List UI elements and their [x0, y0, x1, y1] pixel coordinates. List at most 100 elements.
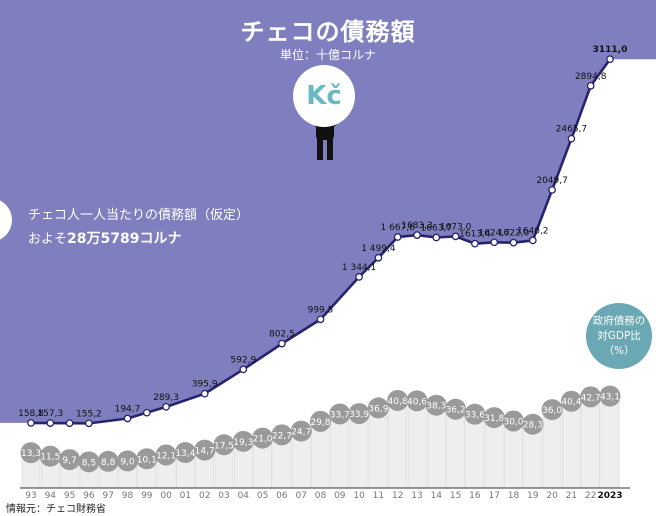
gdp-bubble: [213, 434, 235, 456]
gdp-value-label: 33,6: [465, 411, 485, 421]
gdp-bar: [330, 413, 350, 489]
gdp-bubble: [252, 427, 274, 449]
x-tick-label: 21: [566, 491, 577, 501]
debt-point: [142, 408, 151, 417]
x-tick-label: 03: [218, 491, 229, 501]
debt-value-label: 289,3: [153, 393, 179, 403]
page-title: チェコの債務額: [240, 18, 416, 46]
debt-value-label: 1624,7: [478, 228, 510, 238]
debt-point: [374, 253, 383, 262]
debt-value-label: 1622,0: [498, 229, 530, 239]
gdp-value-label: 29,8: [310, 418, 330, 428]
gdp-bar: [388, 400, 408, 489]
gdp-value-label: 10,1: [137, 455, 157, 465]
gdp-bar: [484, 417, 504, 489]
gdp-bubble: [348, 403, 370, 425]
x-tick-label: 97: [102, 491, 113, 501]
debt-value-label: 3111,0: [593, 45, 628, 55]
debt-point: [528, 236, 537, 245]
x-tick-label: 94: [45, 491, 57, 501]
debt-value-label: 2049,7: [536, 176, 568, 186]
debt-point: [586, 81, 595, 90]
gdp-value-label: 24,7: [291, 428, 311, 438]
gdp-ratio-badge: 政府債務の 対GDP比 （%）: [586, 303, 652, 369]
debt-point: [239, 365, 248, 374]
debt-point: [490, 238, 499, 247]
debt-value-label: 1613,4: [459, 230, 491, 240]
gdp-bubble: [194, 439, 216, 461]
debt-point: [85, 419, 93, 428]
per-capita-label: チェコ人一人当たりの債務額（仮定）: [28, 208, 250, 223]
gdp-bar: [542, 409, 562, 489]
gdp-bubble: [271, 424, 293, 446]
debt-value-label: 1673,0: [440, 222, 472, 232]
gdp-value-label: 33,9: [349, 410, 369, 420]
x-tick-label: 09: [334, 491, 346, 501]
per-capita-value-line: およそ28万5789コルナ: [28, 228, 181, 248]
gdp-bubble: [503, 410, 524, 432]
gdp-bubble: [174, 442, 196, 464]
gdp-badge-line1: 政府債務の: [592, 314, 646, 327]
debt-value-label: 1 667,6: [381, 223, 416, 233]
gdp-badge-line3: （%）: [603, 344, 635, 357]
gdp-bubble: [541, 399, 563, 421]
x-tick-label: 19: [527, 491, 539, 501]
gdp-value-label: 42,7: [581, 393, 601, 403]
gdp-value-label: 19,3: [233, 438, 253, 448]
gdp-bubble: [310, 410, 331, 432]
debt-value-label: 2894,8: [575, 72, 607, 82]
gdp-bar: [407, 400, 427, 489]
debt-point: [413, 231, 421, 239]
gdp-value-label: 9,7: [62, 456, 76, 466]
gdp-bubble: [445, 398, 467, 420]
debt-value-label: 592,9: [230, 355, 256, 365]
debt-point: [27, 419, 35, 427]
gdp-value-label: 40,8: [388, 397, 408, 407]
debt-area-background: [0, 0, 656, 424]
x-tick-label: 16: [469, 491, 481, 501]
per-capita-value: 28万5789コルナ: [67, 231, 182, 247]
x-tick-label: 05: [257, 491, 268, 501]
x-tick-label: 17: [488, 491, 499, 501]
gdp-badge-line2: 対GDP比: [597, 329, 641, 342]
debt-value-label: 155,2: [76, 409, 102, 419]
debt-point: [123, 414, 132, 423]
debt-point: [393, 233, 402, 241]
x-tick-label: 00: [160, 491, 172, 501]
debt-value-label: 1 499,4: [361, 244, 396, 254]
gdp-value-label: 22,7: [272, 431, 292, 441]
gdp-bubble: [367, 397, 389, 419]
gdp-bubble: [580, 386, 602, 408]
gdp-bubble: [425, 394, 447, 416]
debt-point: [451, 232, 460, 241]
gdp-bubble: [483, 407, 505, 429]
gdp-bar: [600, 395, 620, 489]
gdp-bubble: [232, 430, 254, 452]
gdp-value-label: 28,3: [523, 421, 543, 431]
debt-point: [606, 55, 614, 64]
gdp-bubble: [329, 403, 351, 425]
gdp-bubble: [78, 451, 100, 473]
gdp-bar: [581, 396, 601, 489]
gdp-value-label: 8,5: [82, 458, 96, 468]
gdp-value-label: 17,5: [214, 441, 234, 451]
debt-point: [355, 273, 363, 281]
debt-value-label: 1663,7: [421, 224, 453, 234]
x-tick-label: 01: [180, 491, 191, 501]
gdp-value-label: 38,3: [426, 402, 446, 412]
gdp-value-label: 21,0: [253, 435, 273, 445]
gdp-bubble: [20, 442, 42, 464]
gdp-bubble: [522, 413, 544, 435]
figure-right-leg: [327, 138, 333, 160]
gdp-bubble: [59, 449, 81, 471]
gdp-bar: [562, 400, 581, 489]
x-tick-label: 13: [411, 491, 422, 501]
x-tick-label: 18: [508, 491, 520, 501]
x-tick-label: 07: [295, 491, 306, 501]
gdp-bar: [446, 408, 465, 489]
debt-value-label: 157,3: [37, 409, 63, 419]
x-tick-label: 93: [25, 491, 36, 501]
debt-value-label: 158,8: [18, 409, 44, 419]
